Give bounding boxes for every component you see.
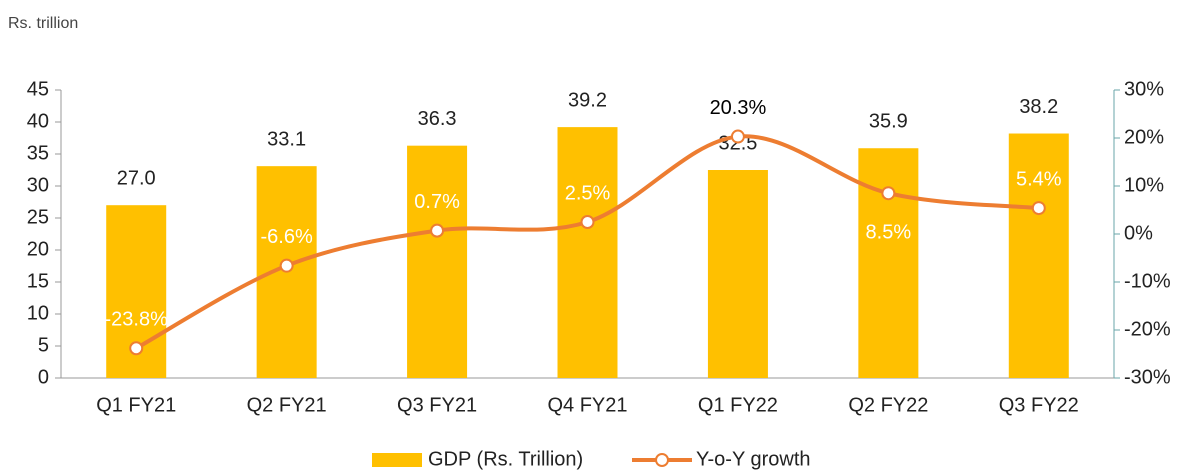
y-tick-label: 40 <box>27 110 49 132</box>
legend-label: Y-o-Y growth <box>696 448 811 470</box>
y2-tick-label: 20% <box>1124 126 1164 148</box>
bar-label: 38.2 <box>1019 96 1058 118</box>
x-tick-label: Q3 FY21 <box>397 394 477 416</box>
growth-label: 0.7% <box>414 191 460 213</box>
y2-tick-label: -20% <box>1124 318 1171 340</box>
y2-tick-label: -10% <box>1124 270 1171 292</box>
growth-label: 2.5% <box>565 182 611 204</box>
growth-marker <box>881 186 896 201</box>
growth-label: -6.6% <box>261 226 313 248</box>
growth-marker <box>279 258 294 273</box>
growth-label: -23.8% <box>105 309 169 331</box>
y-tick-label: 15 <box>27 270 49 292</box>
y-tick-label: 30 <box>27 174 49 196</box>
bar <box>858 148 919 378</box>
y2-tick-label: 30% <box>1124 78 1164 100</box>
legend-label: GDP (Rs. Trillion) <box>428 448 583 470</box>
y-tick-label: 0 <box>38 366 49 388</box>
growth-label: 8.5% <box>866 221 912 243</box>
growth-marker <box>430 223 445 238</box>
bar-label: 39.2 <box>568 89 607 111</box>
growth-marker <box>730 129 745 144</box>
y-tick-label: 45 <box>27 78 49 100</box>
bar <box>407 145 468 378</box>
y2-tick-label: 10% <box>1124 174 1164 196</box>
y2-tick-label: 0% <box>1124 222 1153 244</box>
y2-tick-label: -30% <box>1124 366 1171 388</box>
bar-label: 33.1 <box>267 128 306 150</box>
y-tick-label: 20 <box>27 238 49 260</box>
growth-marker <box>129 341 144 356</box>
bar-label: 27.0 <box>117 167 156 189</box>
x-tick-label: Q1 FY21 <box>96 394 176 416</box>
y-tick-label: 25 <box>27 206 49 228</box>
unit-label: Rs. trillion <box>8 15 78 32</box>
bar-label: 36.3 <box>418 108 457 130</box>
x-tick-label: Q2 FY21 <box>247 394 327 416</box>
bar <box>1008 133 1069 378</box>
x-tick-label: Q3 FY22 <box>999 394 1079 416</box>
bar <box>707 170 768 378</box>
growth-marker <box>1031 201 1046 216</box>
x-tick-label: Q1 FY22 <box>698 394 778 416</box>
x-tick-label: Q4 FY21 <box>547 394 627 416</box>
growth-label: 5.4% <box>1016 168 1062 190</box>
y-tick-label: 10 <box>27 302 49 324</box>
y-tick-label: 35 <box>27 142 49 164</box>
growth-marker <box>580 215 595 229</box>
legend-swatch <box>372 453 422 467</box>
bar <box>557 127 618 379</box>
x-tick-label: Q2 FY22 <box>848 394 928 416</box>
growth-label: 20.3% <box>710 97 767 119</box>
y-tick-label: 5 <box>38 334 49 356</box>
bar-label: 35.9 <box>869 111 908 133</box>
legend-marker <box>655 453 669 467</box>
